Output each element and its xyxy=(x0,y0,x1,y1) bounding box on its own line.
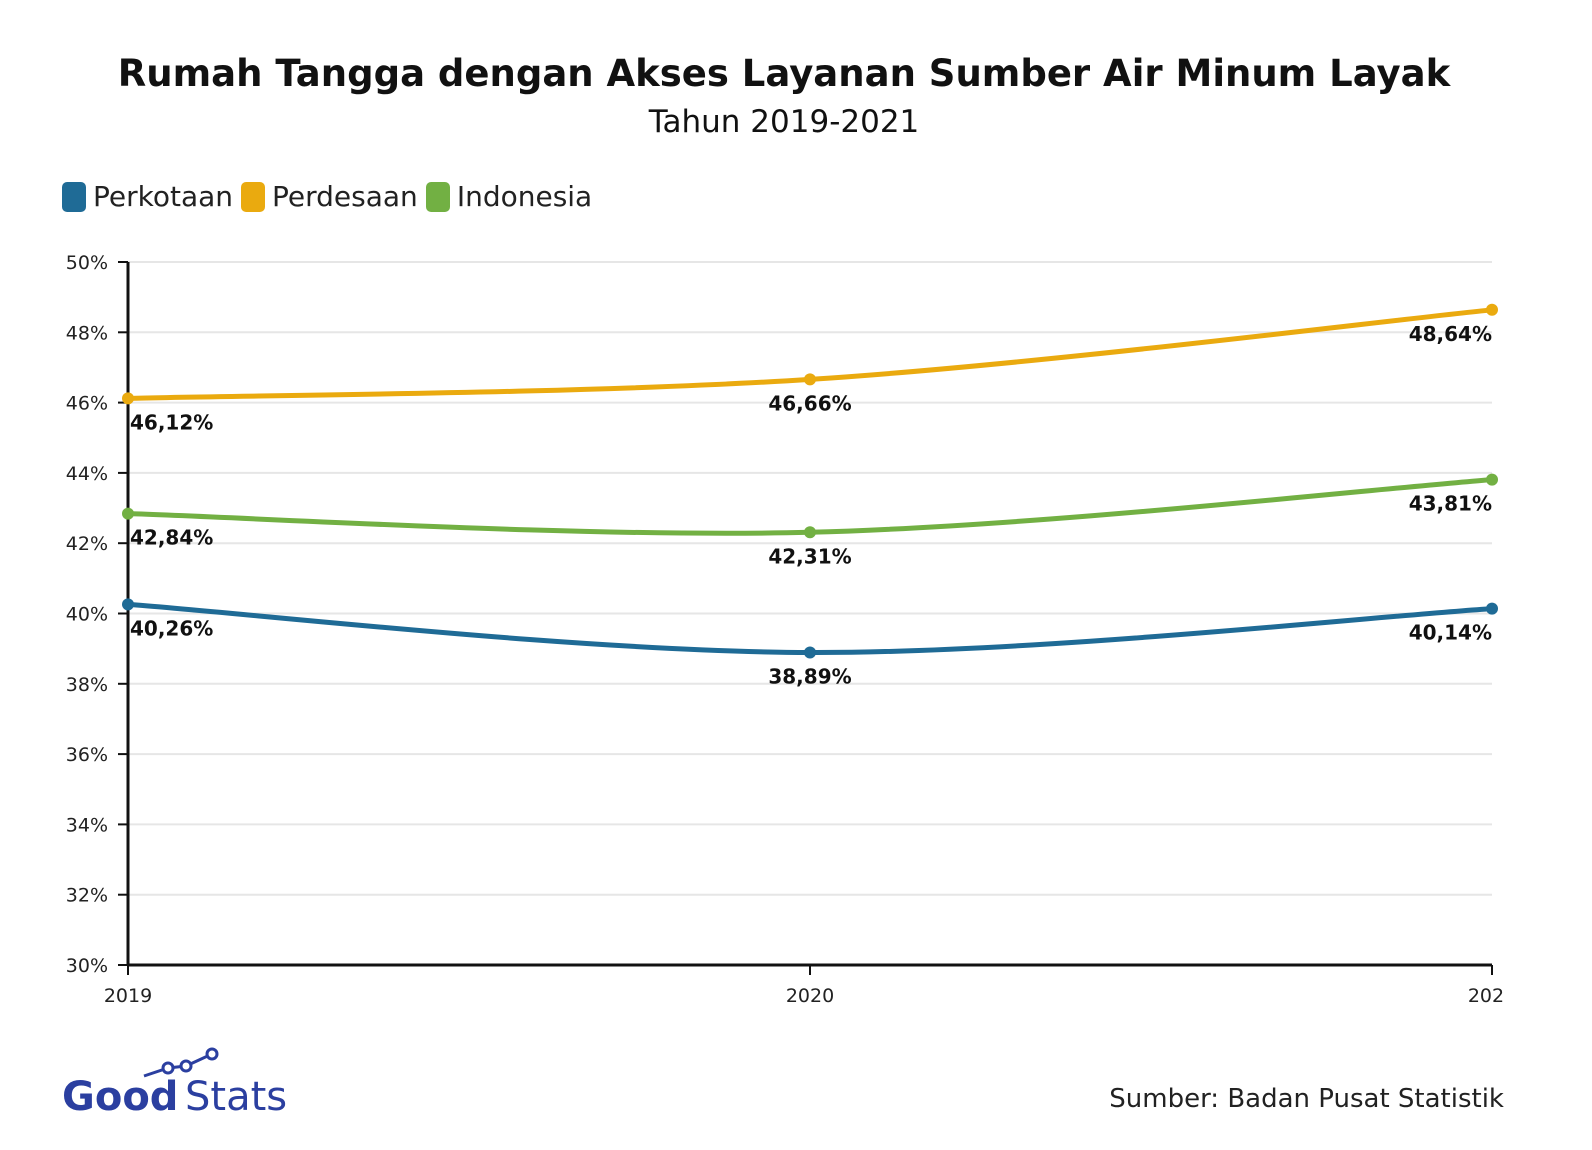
data-point xyxy=(122,598,134,611)
data-point xyxy=(804,646,816,659)
y-tick-label: 36% xyxy=(66,744,108,766)
y-tick-label: 42% xyxy=(66,533,108,555)
data-point xyxy=(122,392,134,405)
legend-item-indonesia: Indonesia xyxy=(425,180,593,213)
chart-subtitle: Tahun 2019-2021 xyxy=(648,104,920,140)
x-tick-label: 2021 xyxy=(1468,985,1516,1007)
y-tick-label: 34% xyxy=(66,814,108,836)
series-line-perkotaan xyxy=(127,601,1493,656)
data-label: 43,81% xyxy=(1409,492,1492,516)
y-tick-label: 46% xyxy=(66,393,108,415)
chart-title: Rumah Tangga dengan Akses Layanan Sumber… xyxy=(117,52,1451,95)
legend-label: Indonesia xyxy=(456,180,593,213)
data-label: 46,12% xyxy=(130,410,213,434)
series-line-indonesia xyxy=(127,477,1493,536)
source-note: Sumber: Badan Pusat Statistik xyxy=(1109,1084,1504,1114)
data-label: 48,64% xyxy=(1409,322,1492,346)
legend: Perkotaan Perdesaan Indonesia xyxy=(62,180,600,213)
logo-text-bold: Good xyxy=(62,1074,178,1116)
y-tick-label: 48% xyxy=(66,322,108,344)
data-point xyxy=(1486,473,1498,486)
y-tick-label: 32% xyxy=(66,885,108,907)
legend-item-perkotaan: Perkotaan xyxy=(62,180,233,213)
data-point xyxy=(804,373,816,386)
x-tick-label: 2020 xyxy=(786,985,834,1007)
data-point xyxy=(804,526,816,539)
legend-label: Perdesaan xyxy=(272,180,418,213)
data-label: 40,26% xyxy=(130,616,213,640)
y-tick-label: 50% xyxy=(66,252,108,274)
data-label: 42,31% xyxy=(768,544,851,568)
data-label: 42,84% xyxy=(130,526,213,550)
legend-swatch xyxy=(241,181,266,212)
legend-label: Perkotaan xyxy=(93,180,234,213)
goodstats-logo: Good Stats xyxy=(62,1046,302,1120)
data-point xyxy=(1486,303,1498,316)
data-label: 40,14% xyxy=(1409,621,1492,645)
data-point xyxy=(1486,602,1498,615)
legend-item-perdesaan: Perdesaan xyxy=(241,180,418,213)
x-tick-label: 2019 xyxy=(104,985,152,1007)
y-tick-label: 40% xyxy=(66,604,108,626)
legend-swatch xyxy=(425,181,450,212)
data-label: 38,89% xyxy=(768,665,851,689)
legend-swatch xyxy=(62,181,86,212)
y-tick-label: 30% xyxy=(66,955,108,977)
data-label: 46,66% xyxy=(768,391,851,415)
y-tick-label: 38% xyxy=(66,674,108,696)
data-point xyxy=(122,507,134,520)
y-tick-label: 44% xyxy=(66,463,108,485)
logo-text-light: Stats xyxy=(185,1074,287,1116)
